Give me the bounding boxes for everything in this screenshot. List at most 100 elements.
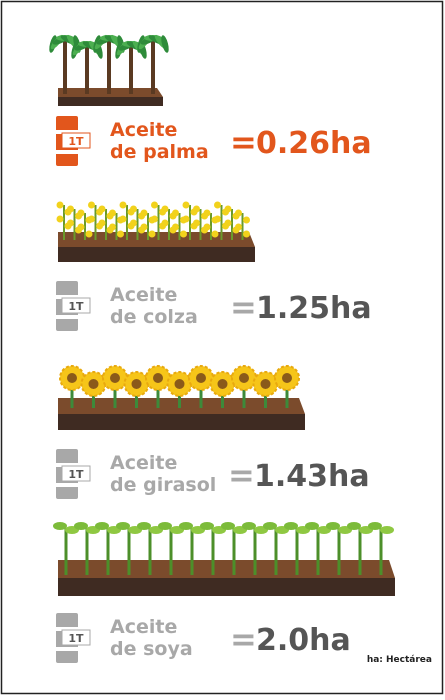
flower bbox=[193, 205, 200, 213]
amount: 1.43ha bbox=[254, 459, 370, 494]
leaf bbox=[305, 522, 319, 530]
barrel-text: 1T bbox=[68, 632, 84, 645]
leaf bbox=[179, 522, 193, 530]
leaf bbox=[95, 522, 109, 530]
footnote: ha: Hectárea bbox=[367, 655, 432, 665]
flower bbox=[214, 201, 221, 209]
flower bbox=[109, 223, 116, 231]
equals: = bbox=[230, 123, 257, 161]
leaf bbox=[200, 522, 214, 530]
leaf bbox=[368, 522, 382, 530]
soil-top bbox=[58, 560, 395, 578]
flower bbox=[85, 230, 93, 238]
flower bbox=[88, 201, 95, 209]
flower bbox=[119, 201, 127, 209]
leaf bbox=[380, 526, 394, 534]
barrel-tag bbox=[61, 132, 91, 149]
label-line: de palma bbox=[110, 141, 209, 163]
soil-side bbox=[58, 97, 163, 106]
label-line: Aceite bbox=[110, 119, 177, 141]
soil-side bbox=[58, 414, 305, 430]
barrel-text: 1T bbox=[68, 468, 84, 481]
barrel-band bbox=[54, 627, 80, 631]
center bbox=[217, 379, 228, 389]
flower bbox=[224, 205, 232, 213]
barrel-band bbox=[54, 315, 80, 319]
label-line: Aceite bbox=[110, 284, 177, 306]
flower bbox=[77, 209, 85, 217]
equals: = bbox=[230, 620, 257, 658]
equals: = bbox=[228, 456, 255, 494]
trunk bbox=[107, 38, 111, 94]
trunk bbox=[63, 38, 67, 94]
flower bbox=[224, 219, 232, 227]
flower bbox=[98, 219, 106, 227]
flower bbox=[56, 215, 64, 223]
flower bbox=[193, 219, 200, 227]
flower bbox=[235, 223, 242, 231]
flower bbox=[161, 205, 169, 213]
barrel-band bbox=[54, 295, 80, 299]
leaf bbox=[242, 522, 256, 530]
barrel-tag bbox=[61, 297, 91, 314]
soil-top bbox=[58, 398, 305, 414]
flower bbox=[203, 209, 211, 217]
leaf bbox=[53, 522, 67, 530]
leaf bbox=[158, 522, 172, 530]
barrel-tag bbox=[61, 629, 91, 646]
flower bbox=[140, 209, 148, 217]
barrel-tag bbox=[61, 465, 91, 482]
flower bbox=[211, 230, 219, 238]
center bbox=[153, 373, 163, 383]
leaf bbox=[347, 522, 361, 530]
flower bbox=[235, 209, 242, 217]
center bbox=[131, 379, 142, 389]
flower bbox=[56, 201, 64, 209]
trunk bbox=[151, 38, 155, 94]
flower bbox=[140, 223, 148, 231]
flower bbox=[67, 219, 74, 227]
barrel-band bbox=[54, 150, 80, 154]
leaf bbox=[221, 522, 235, 530]
leaf bbox=[284, 522, 298, 530]
frond bbox=[161, 35, 169, 53]
center bbox=[174, 379, 185, 389]
flower bbox=[243, 216, 250, 224]
flower bbox=[98, 205, 106, 213]
center bbox=[88, 379, 99, 389]
equals: = bbox=[230, 288, 257, 326]
barrel-text: 1T bbox=[68, 300, 84, 313]
soil-side bbox=[58, 247, 255, 262]
label-line: de soya bbox=[110, 638, 193, 660]
leaf bbox=[137, 522, 151, 530]
barrel-band bbox=[54, 130, 80, 134]
flower bbox=[161, 219, 169, 227]
center bbox=[196, 373, 206, 383]
flower bbox=[88, 215, 95, 223]
flower bbox=[203, 223, 211, 231]
barrel-text: 1T bbox=[68, 135, 84, 148]
soil-top bbox=[58, 232, 255, 247]
flower bbox=[151, 215, 158, 223]
flower bbox=[117, 230, 124, 238]
flower bbox=[148, 230, 156, 238]
flower bbox=[151, 201, 158, 209]
flower bbox=[180, 230, 187, 238]
flower bbox=[119, 215, 127, 223]
flower bbox=[109, 209, 116, 217]
leaf bbox=[263, 522, 277, 530]
flower bbox=[172, 209, 179, 217]
leaf bbox=[326, 522, 340, 530]
center bbox=[282, 373, 292, 383]
label-line: Aceite bbox=[110, 616, 177, 638]
center bbox=[110, 373, 120, 383]
label-line: de colza bbox=[110, 306, 198, 328]
center bbox=[67, 373, 77, 383]
soil-side bbox=[58, 578, 395, 596]
leaf bbox=[116, 522, 130, 530]
